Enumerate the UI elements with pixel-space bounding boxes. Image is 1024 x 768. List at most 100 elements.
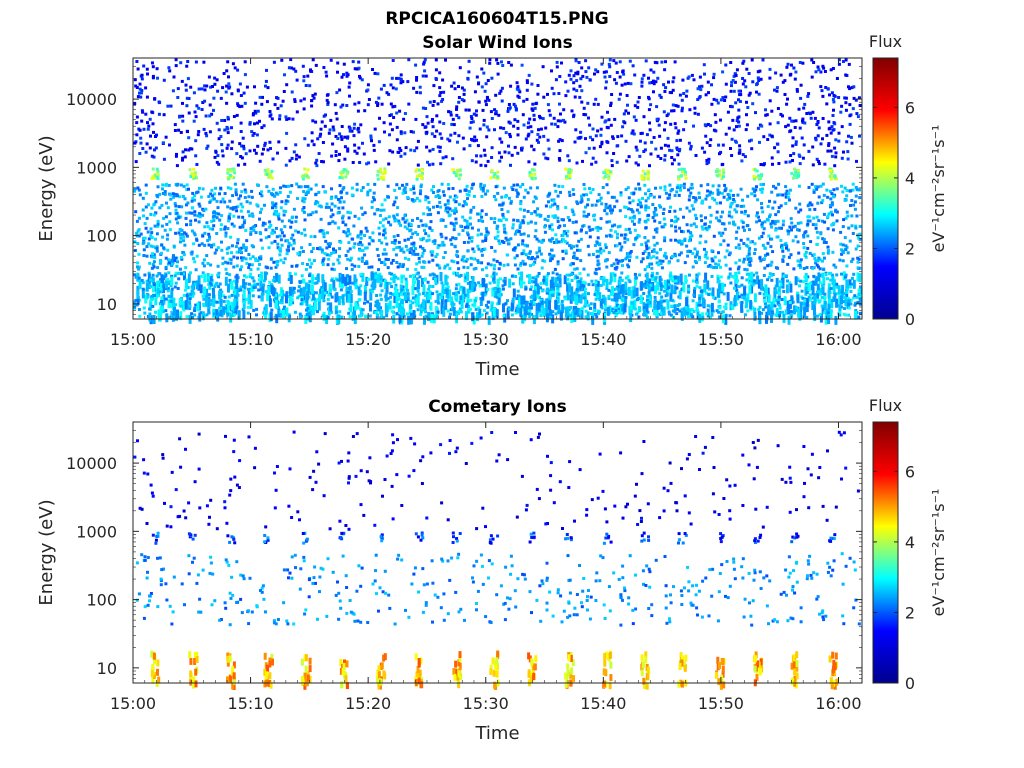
heatmap-cell [238,247,241,251]
heatmap-cell [261,311,265,315]
heatmap-cell [771,219,775,223]
heatmap-cell [655,251,659,255]
heatmap-cell [451,117,455,121]
heatmap-cell [682,283,686,293]
heatmap-cell [342,186,346,190]
heatmap-cell [334,305,338,315]
heatmap-cell [321,290,325,300]
heatmap-cell [446,206,450,210]
heatmap-cell [351,60,355,64]
heatmap-cell [452,306,456,316]
heatmap-cell [303,185,307,189]
heatmap-cell [827,212,831,216]
heatmap-cell [791,225,795,229]
heatmap-cell [179,304,183,308]
heatmap-cell [369,288,373,292]
heatmap-cell [216,273,220,277]
heatmap-cell [474,308,478,311]
heatmap-cell [301,262,305,265]
heatmap-cell [795,176,799,179]
heatmap-cell [320,248,324,252]
heatmap-cell [572,254,576,258]
heatmap-cell [686,315,690,319]
heatmap-cell [840,295,843,305]
heatmap-cell [307,311,311,321]
heatmap-cell [279,310,283,314]
heatmap-cell [432,273,436,277]
heatmap-cell [695,284,699,288]
heatmap-cell [584,113,588,117]
heatmap-cell [818,313,822,317]
heatmap-cell [436,194,440,198]
heatmap-cell [164,215,168,219]
heatmap-cell [604,202,608,206]
heatmap-cell [259,279,263,289]
heatmap-cell [177,231,181,235]
heatmap-cell [495,302,499,306]
heatmap-cell [770,225,773,229]
heatmap-cell [780,298,784,301]
heatmap-cell [673,220,677,224]
heatmap-cell [559,112,562,116]
heatmap-cell [762,227,766,231]
heatmap-cell [638,273,642,277]
heatmap-cell [224,267,228,271]
heatmap-cell [203,243,207,247]
heatmap-cell [338,184,342,188]
heatmap-cell [450,209,454,213]
heatmap-cell [762,182,765,186]
heatmap-cell [207,305,211,315]
heatmap-cell [314,183,318,187]
heatmap-cell [217,285,221,288]
heatmap-cell [541,304,545,314]
heatmap-cell [551,271,555,275]
heatmap-cell [251,294,255,298]
heatmap-cell [777,296,781,306]
heatmap-cell [456,291,460,295]
heatmap-cell [818,287,822,291]
heatmap-cell [281,289,285,293]
heatmap-cell [760,202,763,205]
heatmap-cell [531,276,535,280]
heatmap-cell [432,205,435,209]
heatmap-cell [504,131,508,135]
heatmap-cell [306,168,310,172]
heatmap-cell [555,272,559,276]
heatmap-cell [457,96,461,99]
heatmap-cell [813,306,816,316]
heatmap-cell [612,262,616,266]
heatmap-cell [466,281,470,285]
heatmap-cell [261,246,264,250]
heatmap-cell [799,221,803,225]
heatmap-cell [851,257,855,261]
heatmap-cell [692,293,696,297]
heatmap-cell [196,214,200,218]
heatmap-cell [219,223,223,227]
heatmap-cell [334,277,338,281]
heatmap-cell [779,239,783,242]
heatmap-cell [858,232,862,236]
heatmap-cell [657,123,661,127]
heatmap-cell [512,218,516,222]
heatmap-cell [652,210,656,214]
heatmap-cell [427,287,431,291]
heatmap-cell [133,189,137,193]
heatmap-cell [594,297,598,301]
heatmap-cell [477,315,481,318]
heatmap-cell [149,301,153,311]
heatmap-cell [557,304,561,314]
heatmap-cell [596,236,600,240]
heatmap-cell [677,193,681,197]
heatmap-cell [245,275,248,279]
heatmap-cell [712,266,716,269]
heatmap-cell [242,243,246,247]
heatmap-cell [732,276,736,280]
heatmap-cell [814,261,818,265]
heatmap-cell [761,308,765,312]
heatmap-cell [228,173,232,177]
heatmap-cell [778,303,782,307]
heatmap-cell [278,249,282,253]
heatmap-cell [829,309,833,319]
heatmap-cell [544,204,548,208]
heatmap-cell [793,167,796,171]
